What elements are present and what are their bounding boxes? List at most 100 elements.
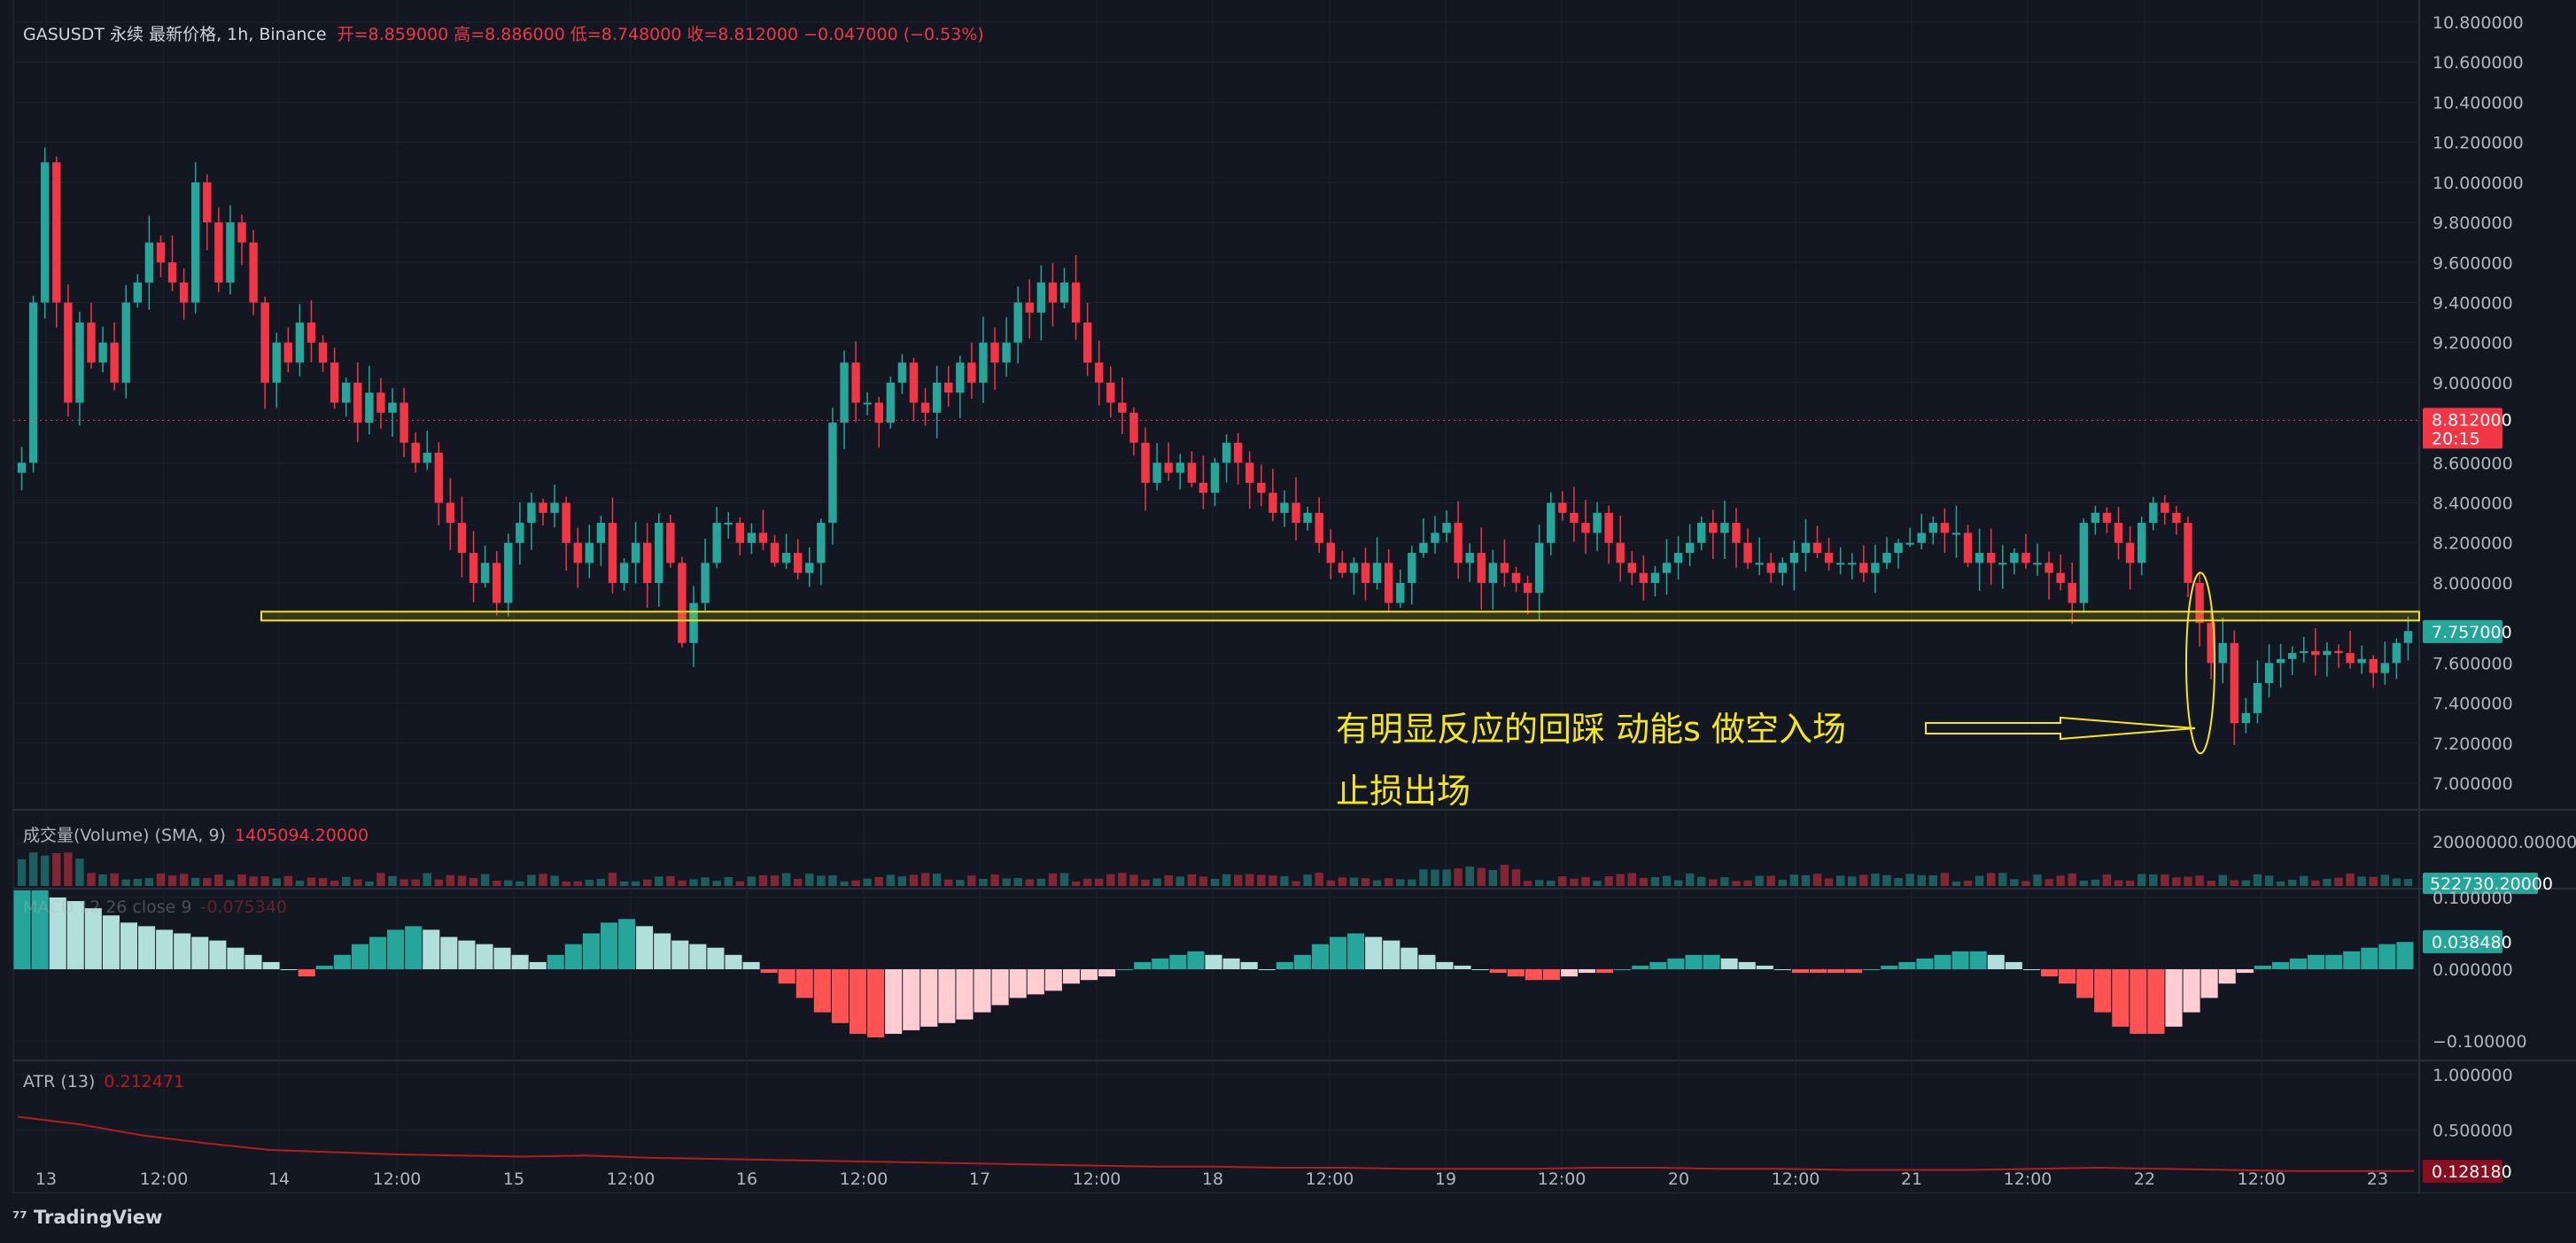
time-tick-label: 12:00 [1772, 1169, 1820, 1189]
candle-body [2300, 650, 2308, 654]
macd-bar [1134, 961, 1152, 969]
volume-bar [156, 873, 166, 886]
volume-bar [863, 878, 872, 886]
volume-bar [203, 878, 212, 886]
volume-bar [64, 852, 73, 886]
volume-bar [2125, 880, 2135, 886]
volume-bar [2207, 881, 2215, 886]
candle-body [1361, 563, 1370, 583]
volume-bar [1616, 874, 1625, 886]
candle-body [897, 362, 907, 383]
macd-bar [1152, 958, 1169, 969]
price-pane [17, 147, 2413, 745]
candle-body [75, 322, 84, 403]
candle-body [1801, 542, 1811, 554]
candle-body [376, 392, 385, 413]
volume-bar [1835, 875, 1845, 886]
macd-bar [1489, 969, 1507, 974]
volume-bar [214, 874, 223, 886]
macd-bar [440, 936, 458, 969]
macd-bar [31, 890, 49, 969]
time-tick-label: 14 [268, 1169, 290, 1189]
volume-bar [1082, 878, 1092, 886]
candle-body [411, 442, 420, 463]
macd-tick-label: 0.000000 [2432, 960, 2513, 980]
volume-bar [480, 874, 490, 886]
volume-bar [909, 874, 919, 886]
candle-body [805, 563, 814, 573]
candle-body [1152, 462, 1161, 483]
volume-bar [2403, 879, 2413, 886]
volume-bar [1372, 880, 1382, 886]
volume-bar [179, 874, 189, 886]
macd-bar [1080, 969, 1098, 981]
candle-body [1650, 572, 1660, 583]
time-tick-label: 12:00 [2004, 1169, 2052, 1189]
volume-bar [1175, 876, 1184, 886]
macd-last-badge [2423, 929, 2502, 953]
price-tick-label: 8.400000 [2432, 494, 2513, 514]
macd-bar [1791, 969, 1809, 974]
volume-bar [2287, 879, 2297, 886]
volume-bar [1720, 877, 1729, 886]
volume-bar [2045, 879, 2053, 886]
macd-bar [2396, 942, 2414, 969]
candle-body [920, 402, 930, 413]
volume-tick-label: 20000000.00000 [2432, 833, 2576, 852]
volume-bar [411, 879, 420, 886]
volume-bar [701, 877, 710, 886]
volume-bar [1500, 865, 1509, 886]
macd-bar [1827, 969, 1845, 974]
candle-body [851, 362, 860, 403]
volume-bar [2392, 878, 2401, 886]
candle-body [1766, 563, 1775, 573]
macd-bar [1418, 954, 1436, 969]
volume-bar [1975, 875, 1984, 886]
volume-bar [781, 873, 791, 886]
macd-bar [298, 969, 315, 977]
candle-body [1743, 542, 1752, 563]
candle-body [527, 502, 536, 524]
volume-bar [678, 880, 687, 886]
volume-bar [932, 874, 942, 886]
volume-pane [17, 852, 2413, 886]
volume-bar [585, 880, 594, 886]
volume-bar [1940, 873, 1950, 886]
candle-body [237, 222, 246, 243]
macd-bar [227, 947, 244, 969]
candle-body [1558, 502, 1567, 513]
volume-bar [956, 880, 965, 886]
candle-body [1199, 482, 1208, 493]
volume-bar [1801, 874, 1811, 886]
volume-bar [1303, 874, 1312, 886]
macd-bar [778, 969, 795, 984]
volume-bar [1187, 874, 1197, 886]
candle-body [492, 563, 501, 603]
volume-bar [817, 875, 826, 886]
candle-body [2323, 650, 2332, 656]
candle-body [1523, 582, 1532, 594]
tradingview-logo[interactable]: ⁷⁷ TradingView [12, 1207, 162, 1228]
volume-bar [794, 878, 803, 886]
macd-bar [1098, 969, 1116, 977]
candle-body [1257, 482, 1266, 493]
macd-bar [1383, 940, 1401, 969]
macd-bar [1276, 961, 1293, 969]
time-tick-label: 12:00 [1538, 1169, 1587, 1189]
volume-bar [1106, 874, 1115, 886]
macd-bar [102, 915, 120, 969]
macd-bar [974, 969, 991, 1013]
candle-body [1129, 412, 1138, 443]
macd-bar [1845, 969, 1863, 974]
candle-body [2068, 582, 2076, 603]
candle-body [712, 523, 721, 563]
candle-body [2102, 512, 2112, 524]
candle-body [1604, 512, 1613, 543]
candle-body [1187, 462, 1197, 483]
volume-bar [1199, 876, 1208, 886]
candle-body [1685, 542, 1695, 554]
candle-body [1894, 542, 1903, 554]
volume-bar [2184, 876, 2192, 886]
